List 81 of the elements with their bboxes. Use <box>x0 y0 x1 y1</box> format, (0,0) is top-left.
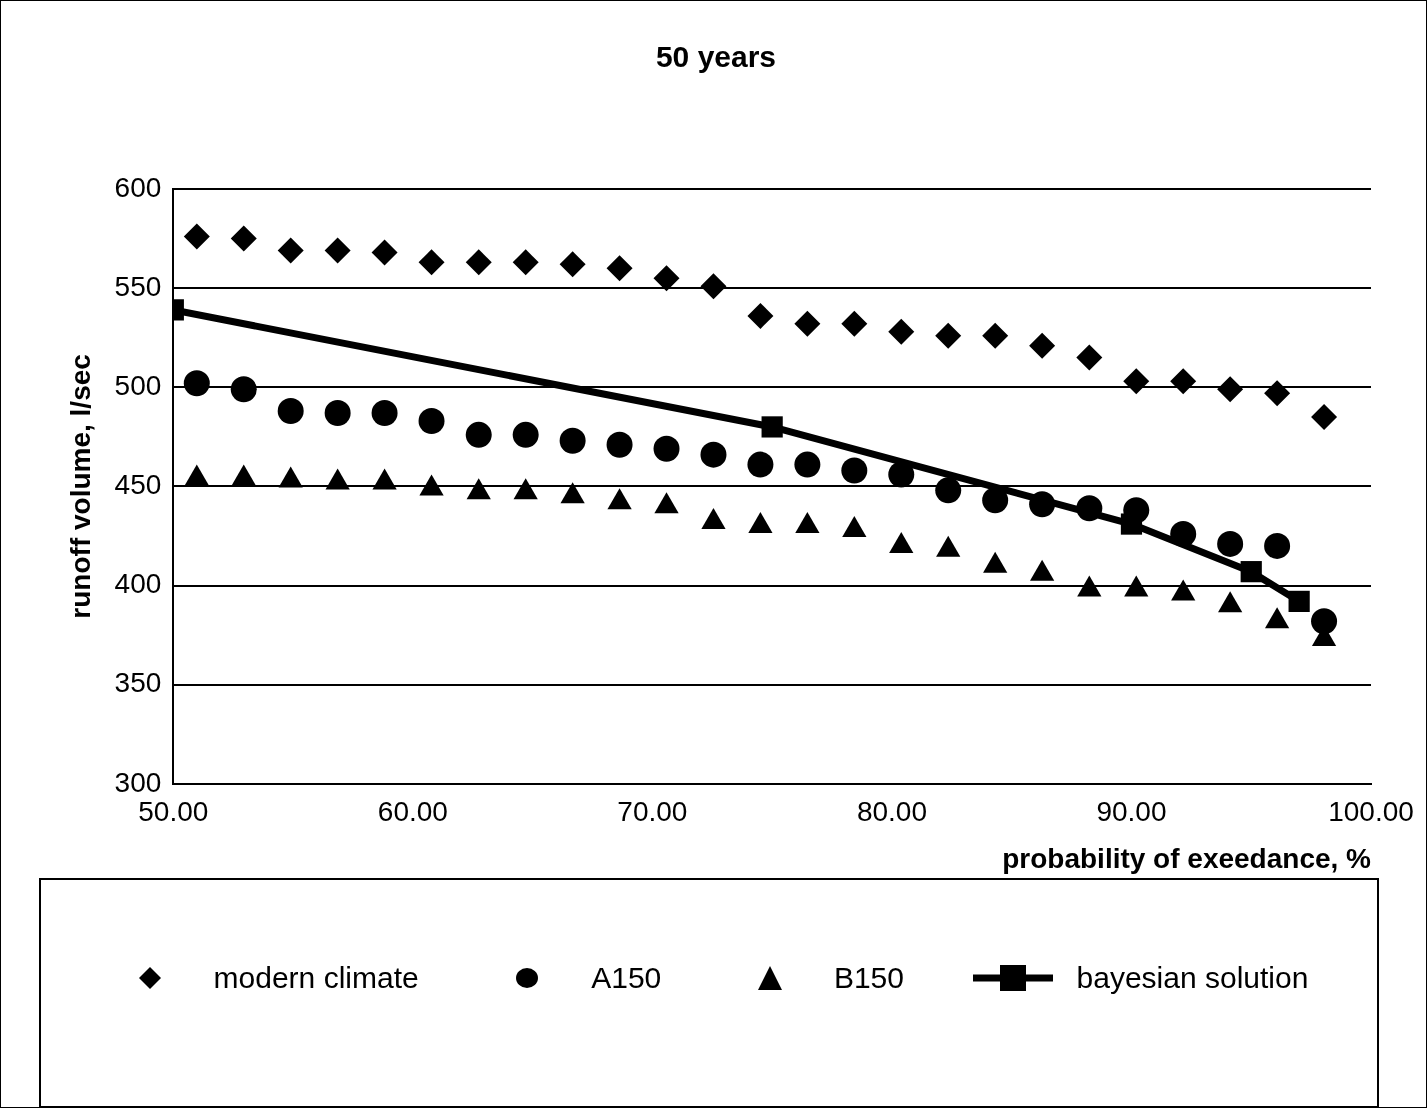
point <box>1264 532 1291 559</box>
y-tick-label: 500 <box>114 369 162 401</box>
legend-label: bayesian solution <box>1076 961 1309 995</box>
point <box>371 239 398 266</box>
x-tick-label: 50.00 <box>138 796 209 828</box>
point <box>183 223 210 250</box>
y-tick-label: 400 <box>114 568 162 600</box>
point <box>1264 607 1290 629</box>
point <box>559 251 586 278</box>
point <box>606 255 633 282</box>
point <box>1171 579 1196 601</box>
point <box>1124 575 1149 597</box>
legend-label: A150 <box>591 961 662 995</box>
point <box>230 225 257 252</box>
point <box>230 376 257 403</box>
x-tick-label: 100.00 <box>1328 796 1414 828</box>
point <box>1311 404 1338 431</box>
point <box>761 416 783 438</box>
point <box>1217 376 1244 403</box>
x-tick-label: 80.00 <box>856 796 927 828</box>
point <box>324 400 351 427</box>
point <box>418 407 445 434</box>
y-tick-label: 350 <box>114 667 162 699</box>
point <box>982 487 1009 514</box>
point <box>700 273 727 300</box>
point <box>653 435 680 462</box>
point <box>1123 497 1150 524</box>
point <box>465 249 492 276</box>
point <box>1077 575 1102 597</box>
y-tick-label: 450 <box>114 469 162 501</box>
point <box>841 457 868 484</box>
y-tick-label: 550 <box>114 270 162 302</box>
point <box>1029 491 1056 518</box>
point <box>747 302 774 329</box>
point <box>1264 380 1291 407</box>
point <box>1170 368 1197 395</box>
point <box>277 237 304 264</box>
point <box>1240 561 1262 583</box>
point <box>982 322 1009 349</box>
y-tick-label: 600 <box>114 171 162 203</box>
point <box>794 451 821 478</box>
x-tick-label: 60.00 <box>377 796 448 828</box>
point <box>935 477 962 504</box>
point <box>606 431 633 458</box>
point <box>465 421 492 448</box>
point <box>935 322 962 349</box>
point <box>512 421 539 448</box>
point <box>1288 590 1310 612</box>
point <box>1076 344 1103 371</box>
point <box>653 265 680 292</box>
point <box>842 516 867 538</box>
point <box>1217 530 1244 557</box>
point <box>795 512 820 534</box>
point <box>748 512 773 534</box>
point <box>700 441 727 468</box>
point <box>1170 520 1197 547</box>
legend-label: B150 <box>833 961 904 995</box>
point <box>324 237 351 264</box>
point <box>371 400 398 427</box>
point <box>512 249 539 276</box>
point <box>888 318 915 345</box>
point <box>418 249 445 276</box>
point <box>183 370 210 397</box>
x-tick-label: 90.00 <box>1096 796 1167 828</box>
point <box>559 427 586 454</box>
y-axis-title: runoff volume, l/sec <box>64 354 96 619</box>
point <box>794 310 821 337</box>
point <box>747 451 774 478</box>
point <box>1076 495 1103 522</box>
point <box>277 398 304 425</box>
chart-title: 50 years <box>655 40 777 74</box>
x-tick-label: 70.00 <box>617 796 688 828</box>
point <box>1123 368 1150 395</box>
point <box>701 508 726 530</box>
x-axis-title: probability of exeedance, % <box>1002 842 1372 874</box>
point <box>1029 332 1056 359</box>
point <box>841 310 868 337</box>
point <box>888 461 915 488</box>
point <box>1218 591 1243 613</box>
y-tick-label: 300 <box>114 766 162 798</box>
legend-label: modern climate <box>213 961 419 995</box>
